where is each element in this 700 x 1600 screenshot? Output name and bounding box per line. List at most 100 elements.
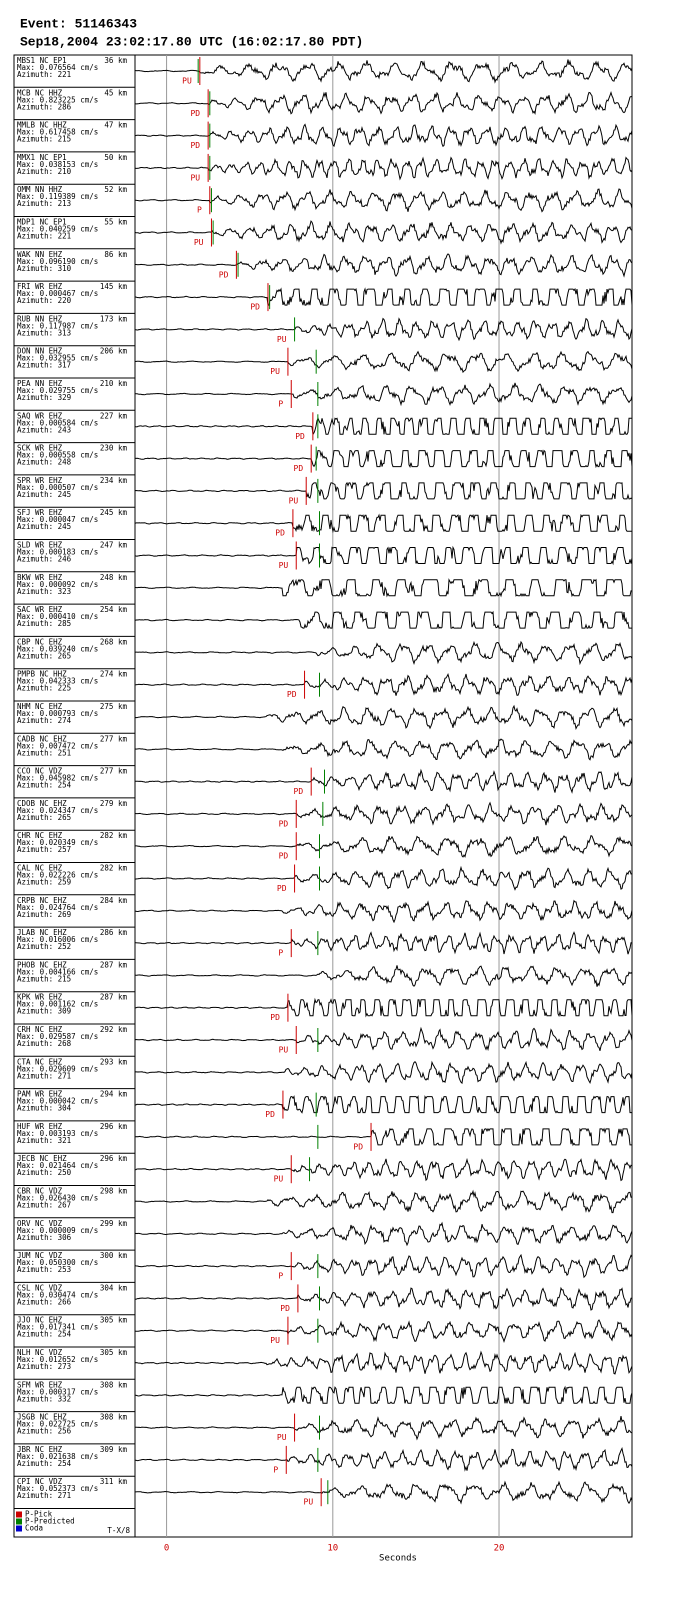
station-distance: 275 km [100, 702, 128, 711]
station-id: JECB NC EHZ [17, 1154, 67, 1163]
pick-label: PD [250, 303, 260, 312]
waveform [135, 835, 633, 858]
station-distance: 86 km [104, 250, 127, 259]
station-distance: 55 km [104, 218, 127, 227]
station-azimuth: Azimuth: 254 [17, 781, 72, 790]
station-distance: 230 km [100, 444, 128, 453]
station-max: Max: 0.007472 cm/s [17, 741, 98, 750]
waveform [134, 449, 633, 469]
station-distance: 277 km [100, 734, 128, 743]
pick-label: PU [190, 173, 200, 182]
station-azimuth: Azimuth: 265 [17, 813, 71, 822]
scale-note: T-X/8 [107, 1526, 130, 1535]
station-azimuth: Azimuth: 269 [17, 910, 71, 919]
station-azimuth: Azimuth: 246 [17, 555, 72, 564]
pick-label: PU [279, 1046, 289, 1055]
station-azimuth: Azimuth: 304 [17, 1104, 72, 1113]
pick-label: PD [280, 1304, 290, 1313]
station-id: ORV NC VDZ [17, 1219, 63, 1228]
station-distance: 311 km [100, 1477, 128, 1486]
station-distance: 45 km [104, 88, 127, 97]
station-azimuth: Azimuth: 254 [17, 1330, 72, 1339]
station-id: SPR WR EHZ [17, 476, 63, 485]
waveform [134, 1253, 633, 1279]
station-id: CRH NC EHZ [17, 1025, 63, 1034]
frame [13, 54, 633, 1538]
station-max: Max: 0.823225 cm/s [17, 95, 98, 104]
station-max: Max: 0.003193 cm/s [17, 1129, 98, 1138]
station-id: NHM NC EHZ [17, 702, 63, 711]
station-azimuth: Azimuth: 309 [17, 1007, 71, 1016]
station-id: SFJ WR EHZ [17, 508, 63, 517]
waveform [134, 997, 633, 1018]
station-id: SCK WR EHZ [17, 444, 63, 453]
station-max: Max: 0.021464 cm/s [17, 1161, 98, 1170]
pick-label: PD [277, 884, 287, 893]
station-id: JJO NC EHZ [17, 1316, 63, 1325]
waveform [134, 287, 633, 307]
station-azimuth: Azimuth: 267 [17, 1201, 71, 1210]
station-azimuth: Azimuth: 306 [17, 1233, 72, 1242]
waveform [134, 738, 633, 761]
station-id: SFM WR EHZ [17, 1380, 63, 1389]
waveform [135, 1446, 633, 1472]
pick-label: PU [277, 335, 287, 344]
station-id: MMX1 NC EP1 [17, 153, 67, 162]
station-max: Max: 0.024347 cm/s [17, 806, 98, 815]
waveform [135, 253, 633, 278]
station-id: OMM NN HHZ [17, 185, 63, 194]
station-id: CADB NC EHZ [17, 734, 67, 743]
station-max: Max: 0.045982 cm/s [17, 774, 98, 783]
station-azimuth: Azimuth: 245 [17, 490, 71, 499]
station-id: HUF WR EHZ [17, 1122, 63, 1131]
pick-label: PU [274, 1175, 284, 1184]
station-id: MBS1 NC EP1 [17, 56, 67, 65]
station-max: Max: 0.020349 cm/s [17, 838, 98, 847]
station-max: Max: 0.000092 cm/s [17, 580, 98, 589]
station-distance: 245 km [100, 508, 128, 517]
station-azimuth: Azimuth: 221 [17, 232, 71, 241]
station-id: CHR NC EHZ [17, 831, 63, 840]
station-azimuth: Azimuth: 323 [17, 587, 71, 596]
station-max: Max: 0.000047 cm/s [17, 515, 98, 524]
station-azimuth: Azimuth: 220 [17, 296, 72, 305]
station-distance: 247 km [100, 541, 128, 550]
station-max: Max: 0.039240 cm/s [17, 644, 98, 653]
station-id: CSL NC VDZ [17, 1283, 63, 1292]
pick-label: PD [190, 141, 200, 150]
pick-label: PU [270, 1336, 280, 1345]
station-max: Max: 0.050300 cm/s [17, 1258, 98, 1267]
pick-label: P [273, 1465, 278, 1474]
waveform [134, 801, 633, 826]
station-id: JSGB NC EHZ [17, 1413, 67, 1422]
station-azimuth: Azimuth: 321 [17, 1136, 71, 1145]
station-max: Max: 0.000009 cm/s [17, 1226, 98, 1235]
station-max: Max: 0.001162 cm/s [17, 1000, 98, 1009]
station-max: Max: 0.000042 cm/s [17, 1097, 98, 1106]
station-distance: 279 km [100, 799, 128, 808]
station-azimuth: Azimuth: 271 [17, 1071, 71, 1080]
waveform [134, 481, 633, 500]
station-max: Max: 0.016006 cm/s [17, 935, 98, 944]
station-id: CRPB NC EHZ [17, 896, 67, 905]
waveform [134, 610, 632, 630]
station-distance: 309 km [100, 1445, 128, 1454]
legend-label: Coda [25, 1524, 43, 1533]
station-max: Max: 0.000558 cm/s [17, 451, 98, 460]
waveform [134, 1350, 633, 1375]
waveform [134, 640, 633, 666]
pick-label: PU [304, 1498, 314, 1507]
waveform [135, 382, 633, 407]
station-azimuth: Azimuth: 221 [17, 70, 71, 79]
station-azimuth: Azimuth: 250 [17, 1168, 72, 1177]
station-distance: 296 km [100, 1154, 128, 1163]
pick-label: PU [289, 496, 299, 505]
station-distance: 173 km [100, 314, 128, 323]
pick-label: PD [294, 787, 304, 796]
station-max: Max: 0.024764 cm/s [17, 903, 98, 912]
legend-swatch [16, 1525, 22, 1532]
waveform [134, 704, 633, 731]
station-azimuth: Azimuth: 257 [17, 845, 71, 854]
